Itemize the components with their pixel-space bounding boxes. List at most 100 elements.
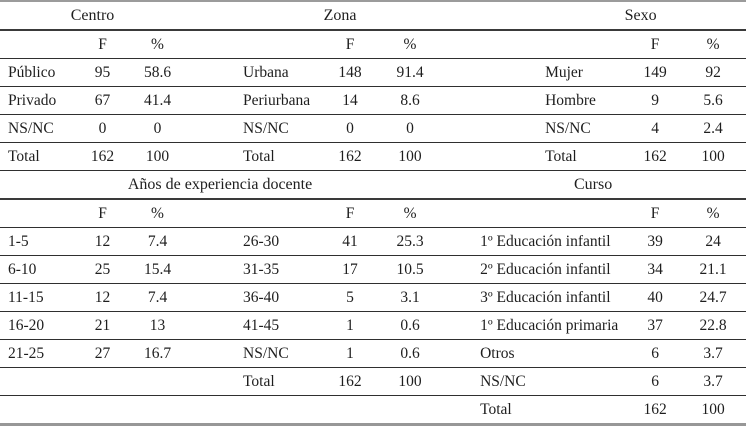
cell-value: 95 bbox=[94, 63, 111, 81]
cell-value: 21.1 bbox=[699, 260, 727, 278]
row-label: Total bbox=[545, 147, 577, 165]
spacer-cell bbox=[440, 228, 475, 256]
row-label: Mujer bbox=[545, 63, 583, 81]
freq-header: F bbox=[650, 35, 660, 53]
spacer-cell bbox=[185, 312, 235, 340]
freq-header: F bbox=[98, 204, 107, 222]
spacer-cell bbox=[185, 368, 235, 396]
cell-value: 162 bbox=[643, 147, 667, 165]
row-label: Privado bbox=[8, 91, 57, 109]
cell-value bbox=[380, 396, 440, 425]
pct-header: % bbox=[403, 35, 417, 53]
cell-value: 0 bbox=[406, 119, 414, 137]
row-label: NS/NC bbox=[243, 344, 289, 362]
cell-value bbox=[75, 396, 130, 425]
cell-value: 0 bbox=[153, 119, 162, 137]
spacer-cell bbox=[0, 30, 75, 59]
cell-value: 162 bbox=[338, 147, 362, 165]
cell-value: 0 bbox=[346, 119, 354, 137]
cell-value: 4 bbox=[651, 119, 659, 137]
cell-value: 10.5 bbox=[396, 260, 424, 278]
row-label: NS/NC bbox=[480, 372, 526, 390]
spacer-cell bbox=[185, 256, 235, 284]
cell-value: 17 bbox=[342, 260, 358, 278]
cell-value: 6 bbox=[651, 344, 659, 362]
section-title-zona: Zona bbox=[323, 6, 357, 24]
table-row: Privado 67 41.4 Periurbana 14 8.6 Hombre… bbox=[0, 87, 746, 115]
table-row: 6-10 25 15.4 31-35 17 10.5 2º Educación … bbox=[0, 256, 746, 284]
spacer-cell bbox=[185, 396, 235, 425]
demographics-table-top: Centro Zona Sexo F % F % F % Público 95 … bbox=[0, 0, 746, 171]
cell-value: 92 bbox=[705, 63, 721, 81]
row-label: 16-20 bbox=[8, 316, 45, 334]
pct-header: % bbox=[706, 204, 720, 222]
cell-value bbox=[130, 368, 185, 396]
cell-value: 100 bbox=[398, 147, 422, 165]
row-label: NS/NC bbox=[8, 119, 54, 137]
row-label: Urbana bbox=[243, 63, 289, 81]
cell-value: 148 bbox=[338, 63, 362, 81]
cell-value: 12 bbox=[94, 232, 111, 250]
spacer-cell bbox=[185, 284, 235, 312]
column-header-row: F % F % F % bbox=[0, 199, 746, 228]
cell-value: 3.1 bbox=[400, 288, 420, 306]
cell-value: 91.4 bbox=[396, 63, 424, 81]
spacer-cell bbox=[440, 30, 630, 59]
spacer-cell bbox=[185, 30, 320, 59]
row-label: 11-15 bbox=[8, 288, 44, 306]
section-title-experiencia: Años de experiencia docente bbox=[127, 175, 313, 193]
cell-value bbox=[130, 396, 185, 425]
row-label: Total bbox=[480, 400, 512, 418]
spacer-cell bbox=[440, 284, 475, 312]
table-row: 16-20 21 13 41-45 1 0.6 1º Educación pri… bbox=[0, 312, 746, 340]
cell-value: 12 bbox=[94, 288, 111, 306]
pct-header: % bbox=[403, 204, 417, 222]
cell-value: 3.7 bbox=[703, 372, 723, 390]
cell-value: 27 bbox=[94, 344, 111, 362]
row-label: NS/NC bbox=[545, 119, 591, 137]
cell-value: 3.7 bbox=[703, 344, 723, 362]
cell-value bbox=[320, 396, 380, 425]
row-label: Periurbana bbox=[243, 91, 311, 109]
table-row: Total 162 100 bbox=[0, 396, 746, 425]
cell-value: 21 bbox=[94, 316, 111, 334]
cell-value: 5.6 bbox=[703, 91, 723, 109]
cell-value: 7.4 bbox=[147, 288, 168, 306]
row-label: 2º Educación infantil bbox=[480, 260, 611, 278]
column-header-row: F % F % F % bbox=[0, 30, 746, 59]
spacer-cell bbox=[185, 228, 235, 256]
table-row: Total 162 100 NS/NC 6 3.7 bbox=[0, 368, 746, 396]
cell-value: 1 bbox=[346, 344, 354, 362]
cell-value: 162 bbox=[338, 372, 362, 390]
cell-value: 25.3 bbox=[396, 232, 424, 250]
spacer-cell bbox=[440, 396, 475, 425]
table-row: NS/NC 0 0 NS/NC 0 0 NS/NC 4 2.4 bbox=[0, 115, 746, 143]
row-label: 31-35 bbox=[243, 260, 280, 278]
spacer-cell bbox=[185, 87, 235, 115]
table-row: Público 95 58.6 Urbana 148 91.4 Mujer 14… bbox=[0, 59, 746, 87]
cell-value: 15.4 bbox=[143, 260, 172, 278]
table-row: 1-5 12 7.4 26-30 41 25.3 1º Educación in… bbox=[0, 228, 746, 256]
cell-value: 58.6 bbox=[143, 63, 172, 81]
cell-value: 0.6 bbox=[400, 344, 420, 362]
row-label bbox=[0, 368, 75, 396]
cell-value: 100 bbox=[145, 147, 170, 165]
spacer-cell bbox=[185, 115, 235, 143]
cell-value: 67 bbox=[94, 91, 111, 109]
section-title-centro: Centro bbox=[70, 6, 115, 24]
section-title-curso: Curso bbox=[573, 175, 613, 193]
cell-value: 6 bbox=[651, 372, 659, 390]
freq-header: F bbox=[98, 35, 107, 53]
cell-value: 41.4 bbox=[143, 91, 172, 109]
cell-value: 149 bbox=[643, 63, 667, 81]
row-label: 26-30 bbox=[243, 232, 280, 250]
table-row: 11-15 12 7.4 36-40 5 3.1 3º Educación in… bbox=[0, 284, 746, 312]
spacer-cell bbox=[440, 143, 535, 171]
cell-value: 8.6 bbox=[400, 91, 420, 109]
spacer-cell bbox=[440, 256, 475, 284]
cell-value: 25 bbox=[94, 260, 111, 278]
spacer-cell bbox=[185, 340, 235, 368]
spacer-cell bbox=[440, 59, 535, 87]
pct-header: % bbox=[151, 35, 164, 53]
